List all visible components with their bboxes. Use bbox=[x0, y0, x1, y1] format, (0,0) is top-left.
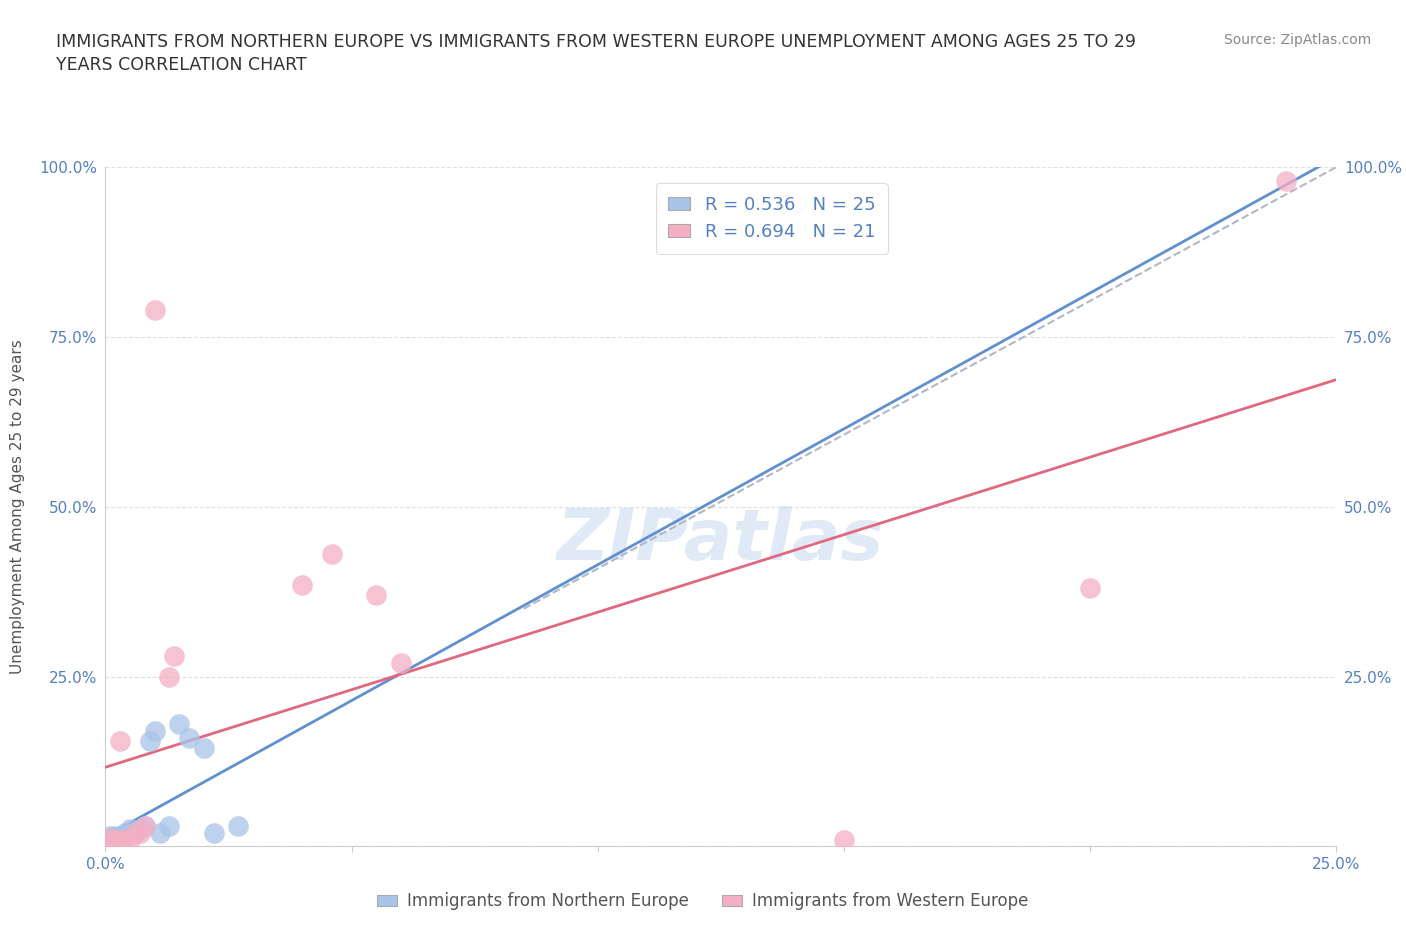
Point bbox=[321, 547, 343, 562]
Point bbox=[104, 835, 127, 850]
Y-axis label: Unemployment Among Ages 25 to 29 years: Unemployment Among Ages 25 to 29 years bbox=[10, 339, 25, 674]
Text: Source: ZipAtlas.com: Source: ZipAtlas.com bbox=[1223, 33, 1371, 46]
Point bbox=[120, 832, 141, 847]
Point bbox=[228, 818, 250, 833]
Point bbox=[134, 818, 156, 833]
Point bbox=[1078, 581, 1101, 596]
Point bbox=[110, 832, 132, 847]
Point bbox=[389, 656, 412, 671]
Point bbox=[110, 734, 132, 749]
Point bbox=[98, 829, 122, 844]
Point bbox=[193, 740, 215, 755]
Point bbox=[104, 835, 127, 850]
Point bbox=[104, 829, 127, 844]
Legend: R = 0.536   N = 25, R = 0.694   N = 21: R = 0.536 N = 25, R = 0.694 N = 21 bbox=[655, 183, 887, 254]
Point bbox=[143, 302, 166, 317]
Point bbox=[110, 829, 132, 844]
Point bbox=[1275, 174, 1298, 189]
Point bbox=[98, 835, 122, 850]
Point bbox=[129, 822, 152, 837]
Point bbox=[129, 825, 152, 840]
Point bbox=[163, 649, 186, 664]
Text: ZIPatlas: ZIPatlas bbox=[557, 506, 884, 576]
Point bbox=[110, 832, 132, 847]
Point bbox=[120, 822, 141, 837]
Point bbox=[114, 832, 136, 847]
Point bbox=[120, 825, 141, 840]
Point bbox=[159, 670, 180, 684]
Point bbox=[366, 588, 388, 603]
Point bbox=[832, 832, 855, 847]
Point bbox=[202, 825, 225, 840]
Point bbox=[104, 832, 127, 847]
Point bbox=[138, 734, 162, 749]
Text: IMMIGRANTS FROM NORTHERN EUROPE VS IMMIGRANTS FROM WESTERN EUROPE UNEMPLOYMENT A: IMMIGRANTS FROM NORTHERN EUROPE VS IMMIG… bbox=[56, 33, 1136, 74]
Point bbox=[114, 829, 136, 844]
Point bbox=[134, 818, 156, 833]
Point bbox=[149, 825, 172, 840]
Point bbox=[124, 825, 146, 840]
Point bbox=[124, 825, 146, 840]
Point bbox=[98, 830, 122, 845]
Point bbox=[291, 578, 314, 592]
Point bbox=[159, 818, 180, 833]
Point bbox=[98, 835, 122, 850]
Point bbox=[104, 832, 127, 847]
Point bbox=[169, 717, 191, 732]
Point bbox=[179, 730, 201, 745]
Point bbox=[98, 833, 122, 848]
Point bbox=[143, 724, 166, 738]
Legend: Immigrants from Northern Europe, Immigrants from Western Europe: Immigrants from Northern Europe, Immigra… bbox=[371, 885, 1035, 917]
Point bbox=[114, 825, 136, 840]
Point bbox=[98, 830, 122, 845]
